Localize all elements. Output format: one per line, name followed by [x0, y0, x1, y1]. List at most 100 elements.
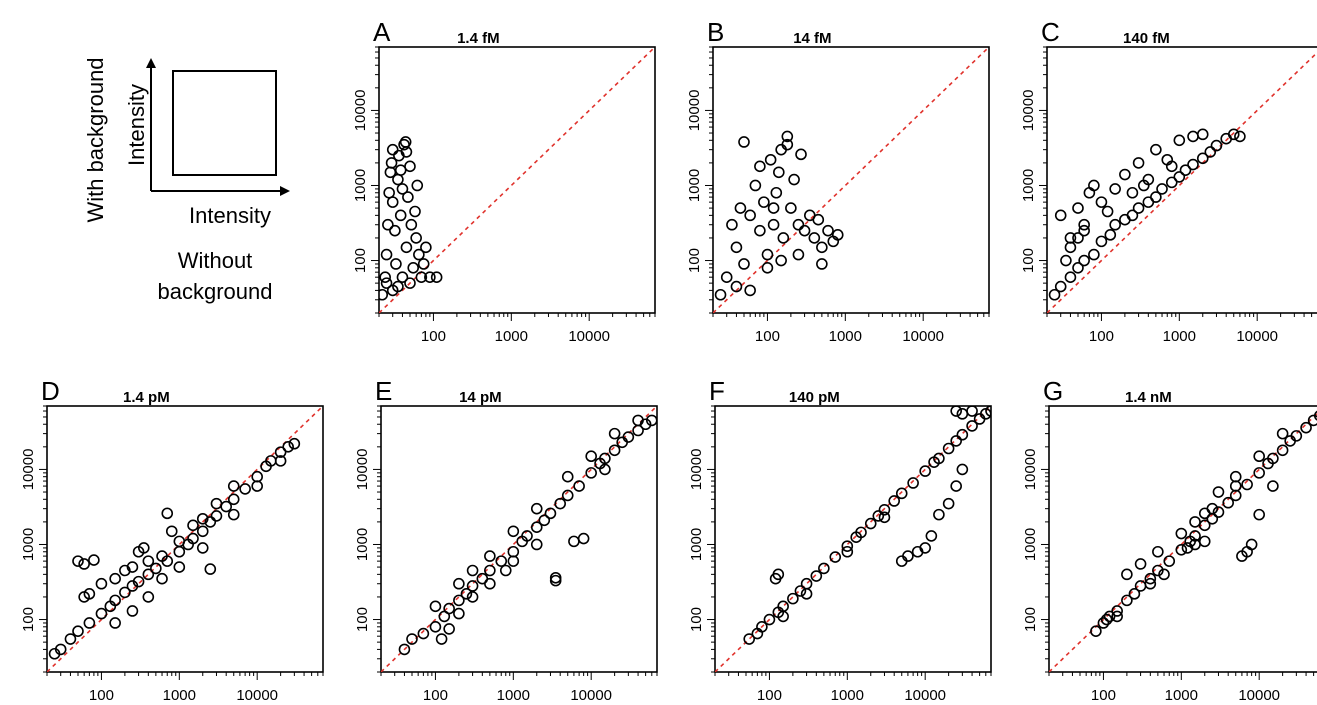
data-point	[956, 463, 969, 476]
data-point	[1227, 128, 1240, 141]
data-point	[507, 545, 520, 558]
data-point	[386, 196, 399, 208]
y-tick-label: 10000	[20, 449, 37, 491]
x-minor-ticks	[378, 313, 656, 321]
data-point	[585, 467, 597, 479]
x-tick-label: 1000	[495, 328, 528, 345]
data-point	[453, 607, 465, 620]
data-point	[417, 627, 430, 640]
legend-y-caption: With background	[83, 57, 108, 222]
panel-g: G 1.4 nM 100 1000 10000 100 1000 10000	[1022, 376, 1317, 704]
data-point	[210, 497, 223, 510]
data-points	[743, 406, 991, 645]
data-point	[1048, 288, 1061, 301]
data-point	[204, 516, 217, 528]
data-point	[453, 594, 465, 607]
data-point	[400, 146, 413, 158]
data-point	[83, 588, 96, 600]
data-point	[466, 591, 479, 603]
y-tick-label: 10000	[352, 90, 369, 132]
data-point	[1152, 564, 1164, 577]
data-point	[415, 271, 428, 283]
x-tick-label: 100	[421, 328, 446, 345]
y-tick-label: 1000	[1022, 528, 1039, 561]
data-point	[1253, 450, 1265, 463]
data-point	[966, 406, 978, 417]
data-point	[1313, 410, 1317, 421]
data-point	[544, 507, 557, 520]
x-tick-label: 1000	[831, 687, 864, 704]
data-point	[1144, 577, 1157, 590]
data-point	[573, 480, 585, 492]
data-point	[1210, 139, 1223, 152]
data-point	[54, 643, 67, 656]
data-point	[1290, 430, 1303, 442]
data-point	[394, 164, 407, 176]
data-point	[156, 572, 168, 585]
data-point	[1173, 171, 1186, 183]
data-point	[379, 288, 389, 301]
data-point	[795, 148, 807, 161]
data-point	[608, 444, 621, 457]
data-point	[530, 538, 543, 551]
data-point	[1300, 421, 1312, 434]
data-point	[554, 497, 566, 510]
legend-x-label: Intensity	[189, 203, 271, 228]
data-point	[484, 550, 496, 562]
data-point	[714, 288, 727, 301]
x-tick-label: 10000	[568, 328, 610, 345]
data-point	[392, 280, 404, 293]
x-tick-label: 100	[1091, 687, 1116, 704]
data-point	[872, 510, 885, 522]
data-point	[810, 570, 823, 582]
x-tick-label: 10000	[904, 687, 946, 704]
data-point	[956, 428, 969, 441]
data-points	[398, 414, 657, 656]
data-point	[1054, 209, 1067, 222]
data-point	[460, 588, 473, 600]
data-point	[1165, 176, 1178, 189]
data-point	[767, 202, 780, 214]
plot-frame	[46, 405, 324, 673]
data-point	[632, 414, 644, 427]
y-tick-label: 100	[1022, 607, 1039, 632]
data-point	[777, 610, 789, 623]
data-point	[816, 258, 828, 270]
data-point	[816, 241, 828, 254]
data-point	[1128, 588, 1141, 600]
panel-letter: E	[375, 376, 392, 406]
data-point	[196, 525, 209, 538]
data-point	[411, 179, 424, 192]
data-point	[109, 594, 121, 607]
plot-frame	[1046, 46, 1317, 314]
y-tick-label: 1000	[1020, 169, 1037, 202]
data-point	[1253, 467, 1265, 479]
data-point	[538, 514, 551, 527]
data-point	[407, 262, 420, 274]
data-point	[274, 446, 287, 458]
x-tick-label: 10000	[902, 328, 944, 345]
x-tick-label: 1000	[1163, 328, 1196, 345]
x-minor-ticks	[714, 672, 992, 680]
data-point	[161, 507, 174, 520]
data-point	[549, 571, 562, 584]
data-point	[1222, 496, 1234, 509]
data-point	[1072, 262, 1084, 274]
data-point	[1104, 229, 1117, 241]
data-point	[95, 577, 108, 590]
data-point	[396, 183, 409, 195]
data-point	[1097, 617, 1110, 629]
data-point	[227, 480, 240, 492]
data-point	[1138, 179, 1150, 192]
x-tick-label: 100	[89, 687, 114, 704]
panel-title: 1.4 fM	[457, 30, 500, 47]
y-tick-label: 10000	[1022, 449, 1039, 491]
data-point	[800, 588, 813, 600]
data-point	[1179, 164, 1192, 176]
data-point	[841, 540, 854, 552]
data-point	[126, 561, 139, 573]
data-point	[1121, 594, 1133, 607]
panel-a: A 1.4 fM 100 1000 10000 100 1000 10000	[352, 17, 656, 345]
panel-d: D 1.4 pM 100 1000 10000 100 1000 10000	[20, 376, 324, 704]
